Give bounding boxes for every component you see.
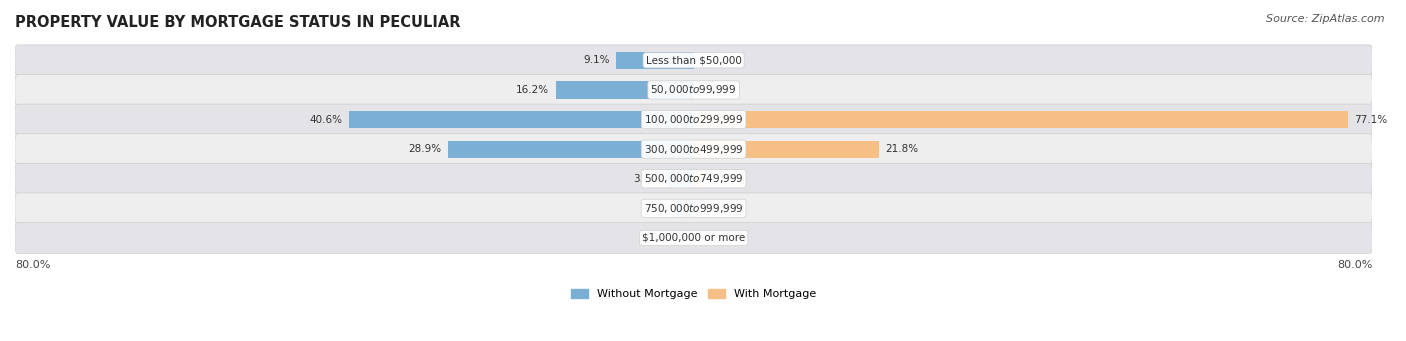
Text: 0.0%: 0.0% [710,55,737,65]
Text: 0.0%: 0.0% [710,203,737,213]
Bar [349,111,693,128]
Text: 28.9%: 28.9% [409,144,441,154]
Text: 0.0%: 0.0% [651,233,676,243]
Bar [676,200,693,217]
Text: 80.0%: 80.0% [1337,260,1372,270]
Text: PROPERTY VALUE BY MORTGAGE STATUS IN PECULIAR: PROPERTY VALUE BY MORTGAGE STATUS IN PEC… [15,15,461,30]
FancyBboxPatch shape [15,223,1372,253]
Text: 9.1%: 9.1% [583,55,610,65]
Text: 16.2%: 16.2% [516,85,550,95]
Text: $50,000 to $99,999: $50,000 to $99,999 [651,84,737,97]
Text: 1.1%: 1.1% [710,174,737,184]
Text: 0.0%: 0.0% [710,233,737,243]
Text: $750,000 to $999,999: $750,000 to $999,999 [644,202,744,215]
FancyBboxPatch shape [15,134,1372,164]
Bar [557,81,693,99]
Bar [666,170,693,187]
Text: $1,000,000 or more: $1,000,000 or more [643,233,745,243]
FancyBboxPatch shape [15,75,1372,105]
Text: 2.1%: 2.1% [643,203,669,213]
Text: 40.6%: 40.6% [309,115,343,124]
Bar [449,140,693,158]
Text: 80.0%: 80.0% [15,260,51,270]
Bar [693,111,1347,128]
Bar [616,52,693,69]
Text: 3.2%: 3.2% [633,174,659,184]
FancyBboxPatch shape [15,45,1372,76]
Text: 0.0%: 0.0% [710,85,737,95]
FancyBboxPatch shape [15,163,1372,194]
FancyBboxPatch shape [15,104,1372,135]
Text: $300,000 to $499,999: $300,000 to $499,999 [644,143,744,155]
Text: $100,000 to $299,999: $100,000 to $299,999 [644,113,744,126]
FancyBboxPatch shape [15,193,1372,224]
Bar [693,170,703,187]
Text: Source: ZipAtlas.com: Source: ZipAtlas.com [1267,14,1385,24]
Text: Less than $50,000: Less than $50,000 [645,55,741,65]
Text: $500,000 to $749,999: $500,000 to $749,999 [644,172,744,185]
Text: 21.8%: 21.8% [886,144,918,154]
Legend: Without Mortgage, With Mortgage: Without Mortgage, With Mortgage [567,284,821,303]
Text: 77.1%: 77.1% [1354,115,1388,124]
Bar [693,140,879,158]
